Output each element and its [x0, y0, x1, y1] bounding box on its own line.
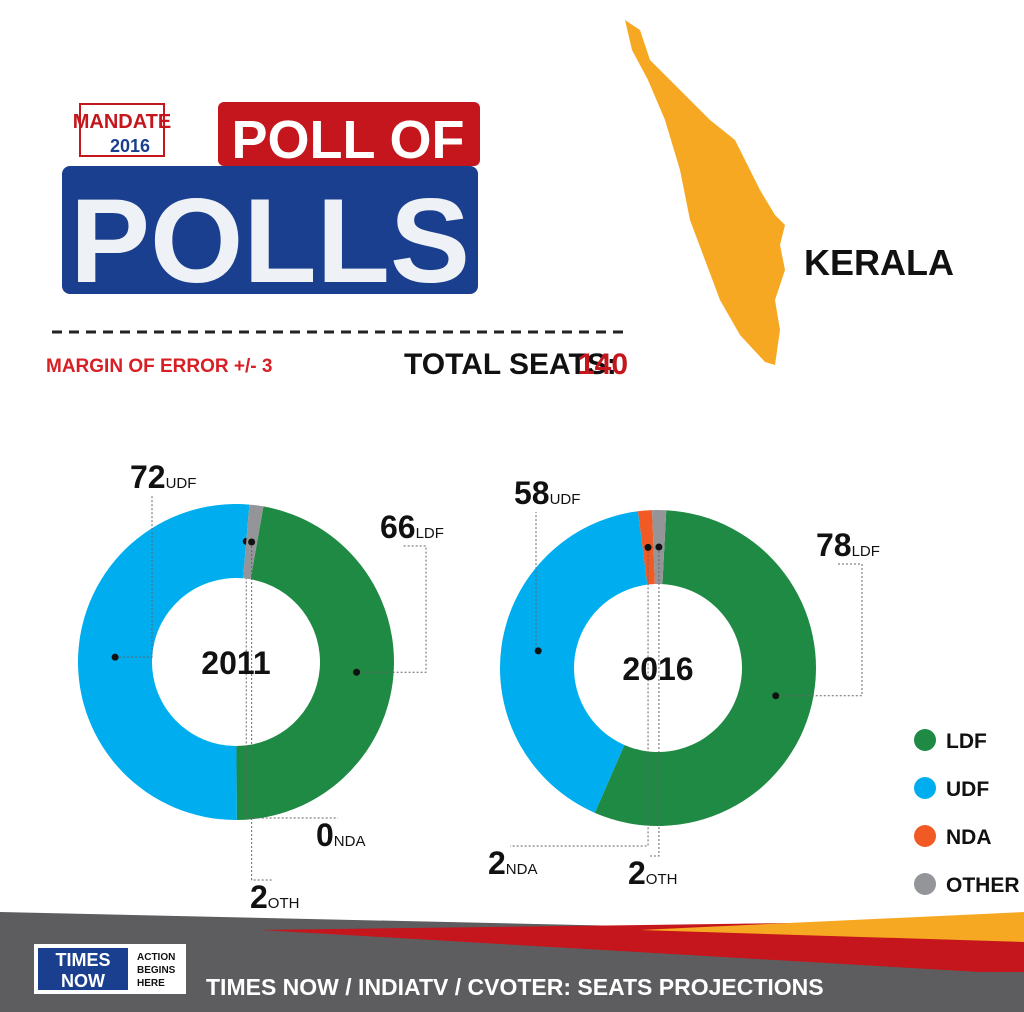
legend-swatch [914, 729, 936, 751]
legend-label: NDA [946, 826, 992, 849]
leader-line [115, 496, 153, 658]
value-label: 72 [130, 459, 166, 495]
legend-label: LDF [946, 730, 987, 753]
tagline: BEGINS [137, 965, 176, 976]
category-label: UDF [166, 475, 197, 492]
data-label: 2OTH [250, 879, 299, 915]
value-label: 2 [628, 855, 646, 891]
logo: MANDATE 2016 POLL OF POLLS [62, 102, 480, 308]
leader-dot [353, 668, 361, 676]
value-label: 2 [488, 845, 506, 881]
legend-swatch [914, 777, 936, 799]
brand-bottom: NOW [61, 971, 105, 991]
value-label: 58 [514, 475, 550, 511]
state-name: KERALA [804, 242, 954, 283]
logo-badge [79, 103, 165, 157]
category-label: UDF [550, 491, 581, 508]
leader-line [356, 545, 427, 673]
total-seats: 140 [578, 348, 628, 381]
leader-dot [772, 692, 780, 700]
title-line1: POLL OF [231, 110, 464, 170]
tagline: ACTION [137, 952, 175, 963]
donut-segment [500, 511, 648, 813]
value-label: 66 [380, 509, 416, 545]
data-label: 58UDF [514, 475, 580, 511]
chart-center-title: 2011 [201, 645, 270, 681]
chart-center-title: 2016 [622, 651, 693, 687]
legend-swatch [914, 825, 936, 847]
total-seats-label: TOTAL SEATS: [404, 348, 617, 381]
donut-segment [236, 506, 395, 820]
category-label: OTH [268, 895, 300, 912]
leader-line [775, 563, 863, 697]
data-label: 66LDF [380, 509, 444, 545]
leader-dot [248, 538, 256, 546]
title-line2: POLLS [70, 174, 470, 308]
donut-segment [594, 510, 816, 826]
footer-stripe-yellow [640, 912, 1024, 942]
tagline: HERE [137, 978, 165, 989]
value-label: 78 [816, 527, 852, 563]
legend: LDF UDF NDA OTHER [914, 729, 1020, 897]
legend-swatch [914, 873, 936, 895]
leader-line [650, 547, 660, 857]
data-label: 78LDF [816, 527, 880, 563]
logo-red-box [218, 102, 480, 166]
brand-logo [38, 948, 128, 990]
value-label: 2 [250, 879, 268, 915]
leader-dot [111, 653, 119, 661]
brand-top: TIMES [55, 950, 110, 970]
donut-segment [78, 504, 250, 821]
logo-blue-box [62, 166, 478, 294]
leader-dot [644, 543, 652, 551]
category-label: LDF [416, 525, 444, 542]
source: TIMES NOW / INDIATV / CVOTER: SEATS PROJ… [206, 974, 824, 1000]
category-label: NDA [506, 861, 538, 878]
legend-label: UDF [946, 778, 989, 801]
category-label: LDF [852, 543, 880, 560]
data-label: 0NDA [316, 817, 365, 853]
leader-dot [534, 647, 542, 655]
leader-line [245, 541, 338, 819]
legend-label: OTHER [946, 874, 1020, 897]
logo-top: MANDATE [73, 111, 172, 133]
logo-year: 2016 [110, 136, 150, 156]
category-label: OTH [646, 871, 678, 888]
data-label: 2NDA [488, 845, 537, 881]
kerala-map [625, 20, 785, 365]
leader-dot [655, 543, 663, 551]
data-label: 72UDF [130, 459, 196, 495]
value-label: 0 [316, 817, 334, 853]
margin-of-error: MARGIN OF ERROR +/- 3 [46, 356, 272, 377]
category-label: NDA [334, 833, 366, 850]
footer: TIMES NOW ACTION BEGINS HERE TIMES NOW /… [0, 912, 1024, 1012]
data-label: 2OTH [628, 855, 677, 891]
leader-line [251, 542, 272, 881]
